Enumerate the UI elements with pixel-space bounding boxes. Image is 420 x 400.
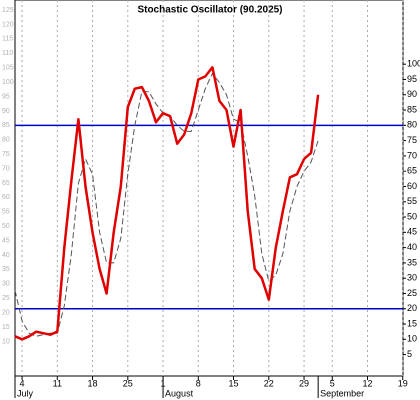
y2-tick-label: 35 <box>2 266 10 273</box>
month-label: July <box>17 388 34 398</box>
y2-tick-label: 50 <box>2 223 10 230</box>
y-tick-label: 15 <box>407 318 417 328</box>
y-tick-label: 55 <box>407 196 417 206</box>
y2-tick-label: 15 <box>2 324 10 331</box>
y2-tick-label: 45 <box>2 237 10 244</box>
y-tick-label: 80 <box>407 120 417 130</box>
y2-tick-label: 30 <box>2 281 10 288</box>
y-tick-label: 50 <box>407 211 417 221</box>
y2-tick-label: 75 <box>2 151 10 158</box>
y-tick-label: 60 <box>407 181 417 191</box>
x-tick-label: 22 <box>264 378 274 388</box>
y2-tick-label: 115 <box>2 36 13 43</box>
y-tick-label: 35 <box>407 257 417 267</box>
y2-tick-label: 110 <box>2 50 13 57</box>
y-tick-label: 75 <box>407 135 417 145</box>
y-tick-label: 30 <box>407 273 417 283</box>
y2-tick-label: 70 <box>2 165 10 172</box>
x-tick-label: 15 <box>229 378 239 388</box>
y2-tick-label: 80 <box>2 137 10 144</box>
y2-tick-label: 85 <box>2 122 10 129</box>
y-tick-label: 20 <box>407 303 417 313</box>
x-tick-label: 29 <box>299 378 309 388</box>
chart-title: Stochastic Oscillator (90.2025) <box>137 5 282 16</box>
y-tick-label: 95 <box>407 74 417 84</box>
series-line <box>14 72 319 337</box>
y2-tick-label: 40 <box>2 252 10 259</box>
y-tick-label: 100 <box>407 59 420 69</box>
y2-tick-label: 65 <box>2 180 10 187</box>
x-tick-label: 25 <box>123 378 133 388</box>
y2-tick-label: 90 <box>2 108 10 115</box>
y-tick-label: 5 <box>407 349 412 359</box>
plot-frame <box>14 0 404 377</box>
y-tick-label: 40 <box>407 242 417 252</box>
y2-tick-label: 95 <box>2 93 10 100</box>
y2-tick-label: 100 <box>2 79 14 86</box>
y-tick-label: 65 <box>407 166 417 176</box>
y2-tick-label: 10 <box>2 338 10 345</box>
x-tick-label: 4 <box>20 378 25 388</box>
y2-tick-label: 105 <box>2 65 14 72</box>
x-tick-label: 19 <box>398 378 408 388</box>
y-tick-label: 70 <box>407 150 417 160</box>
y-tick-label: 25 <box>407 288 417 298</box>
y2-tick-label: 25 <box>2 295 10 302</box>
month-label: August <box>165 388 194 398</box>
y2-tick-label: 20 <box>2 309 10 316</box>
y-tick-label: 90 <box>407 89 417 99</box>
series-line <box>14 66 320 341</box>
x-tick-label: 11 <box>53 378 62 388</box>
x-tick-label: 5 <box>330 378 335 388</box>
y-tick-label: 45 <box>407 227 417 237</box>
x-tick-label: 12 <box>362 378 372 388</box>
x-tick-label: 8 <box>196 378 201 388</box>
month-label: September <box>320 388 364 398</box>
y2-tick-label: 125 <box>2 7 14 14</box>
y-tick-label: 85 <box>407 104 417 114</box>
y2-tick-label: 120 <box>2 21 14 28</box>
y2-tick-label: 55 <box>2 209 10 216</box>
y-tick-label: 10 <box>407 334 417 344</box>
x-tick-label: 18 <box>88 378 98 388</box>
y2-tick-label: 60 <box>2 194 10 201</box>
